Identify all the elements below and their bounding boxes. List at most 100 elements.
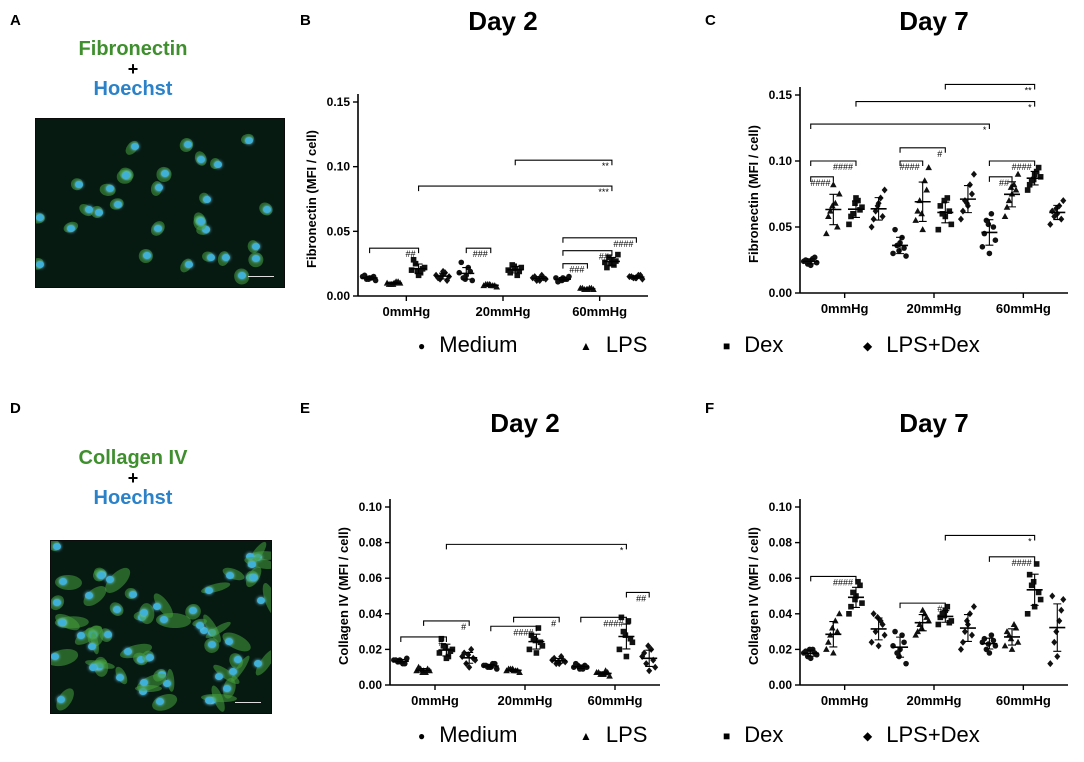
data-point-triangle — [834, 628, 841, 635]
nucleus — [57, 619, 66, 627]
x-tick-label: 60mmHg — [588, 693, 643, 708]
legend-label: LPS+Dex — [886, 332, 980, 357]
y-tick-label: 0.10 — [769, 500, 793, 514]
data-point-square — [1024, 611, 1031, 617]
data-point-diamond — [1049, 592, 1056, 600]
data-point-diamond — [1051, 638, 1058, 646]
nucleus — [139, 609, 148, 617]
data-point-circle — [890, 250, 896, 257]
sd-error-bar — [632, 275, 641, 279]
data-point-diamond — [643, 660, 650, 668]
significance-bracket — [899, 602, 946, 609]
data-point-square — [939, 211, 946, 217]
nucleus — [103, 631, 112, 639]
data-point-diamond — [970, 170, 977, 178]
data-point-square — [443, 655, 450, 662]
data-point-circle — [469, 277, 476, 284]
data-point-square — [855, 578, 861, 585]
nucleus — [52, 599, 61, 607]
legend-item-lpsdex: ◆ LPS+Dex — [863, 722, 980, 748]
data-point-triangle — [1007, 183, 1015, 190]
significance-bracket — [944, 534, 1036, 541]
sd-error-bar — [365, 275, 374, 281]
data-point-triangle — [914, 207, 921, 214]
nucleus — [51, 653, 60, 661]
data-point-diamond — [558, 653, 565, 661]
data-point-square — [848, 213, 854, 220]
data-point-diamond — [874, 202, 881, 210]
y-tick-label: 0.06 — [359, 571, 383, 585]
data-point-diamond — [1054, 653, 1061, 661]
sd-error-bar — [535, 276, 544, 281]
sd-error-bar — [576, 664, 585, 670]
significance-label: ## — [599, 252, 609, 262]
nucleus — [199, 627, 208, 635]
significance-label: #### — [810, 178, 830, 188]
nucleus — [228, 667, 237, 675]
data-point-diamond — [872, 628, 879, 636]
y-tick-label: 0.00 — [359, 678, 383, 692]
y-tick-label: 0.10 — [359, 500, 383, 514]
chart-e-day2-collagen: Day 2 Collagen IV (MFI / cell) 0.00 0.02 0.0… — [336, 408, 660, 708]
sd-error-bar — [645, 649, 654, 668]
data-point-diamond — [646, 667, 653, 675]
data-point-square — [846, 221, 852, 228]
data-point-circle — [896, 653, 902, 660]
data-point-triangle — [606, 672, 613, 679]
data-point-diamond — [968, 190, 975, 198]
data-point-triangle — [1005, 197, 1013, 204]
chart-c-day7-fibronectin: Day 7 Fibronectin (MFI / cell) 0.00 0.05 0.1… — [746, 6, 1068, 316]
data-point-circle — [397, 657, 403, 663]
data-point-triangle — [1001, 642, 1009, 649]
significance-bracket — [855, 101, 1036, 107]
nucleus — [226, 571, 235, 579]
nucleus — [115, 674, 124, 682]
data-point-square — [935, 621, 942, 628]
legend-label: LPS — [605, 332, 648, 357]
data-point-square — [852, 200, 858, 207]
legend-label: Medium — [439, 722, 518, 747]
data-point-diamond — [1047, 660, 1054, 668]
nucleus — [155, 698, 164, 706]
data-point-triangle — [1014, 170, 1022, 177]
significance-bracket — [944, 83, 1036, 90]
data-point-circle — [402, 660, 408, 667]
sd-error-bar — [622, 623, 631, 650]
nucleus — [36, 260, 44, 268]
data-point-triangle — [836, 610, 843, 617]
data-point-square — [535, 625, 542, 631]
data-point-triangle — [827, 207, 834, 214]
data-point-square — [941, 197, 948, 204]
x-tick-label: 60mmHg — [996, 693, 1051, 708]
legend-label: LPS+Dex — [886, 722, 980, 747]
data-point-triangle — [925, 164, 932, 171]
data-point-diamond — [1053, 628, 1060, 636]
significance-label: #### — [1012, 558, 1032, 568]
data-point-triangle — [1007, 635, 1015, 642]
cell-body — [79, 582, 110, 611]
data-point-triangle — [1003, 628, 1011, 635]
chart-title: Day 7 — [899, 408, 968, 438]
data-point-triangle — [1008, 645, 1016, 652]
data-point-circle — [990, 637, 997, 644]
significance-bracket — [810, 123, 990, 130]
significance-bracket — [899, 160, 924, 166]
chart-title: Day 7 — [899, 6, 968, 36]
data-point-diamond — [1058, 606, 1065, 614]
nucleus — [121, 171, 130, 179]
cell-body — [52, 610, 82, 634]
data-point-diamond — [870, 610, 877, 618]
chart-title: Day 2 — [490, 408, 559, 438]
data-point-square — [944, 603, 951, 610]
triangle-marker-icon: ▲ — [580, 729, 592, 744]
data-point-circle — [901, 639, 907, 646]
nucleus — [206, 254, 215, 262]
nucleus — [197, 218, 206, 226]
nucleus — [185, 261, 194, 268]
y-tick-label: 0.15 — [327, 95, 351, 109]
nucleus — [113, 200, 122, 208]
data-point-square — [1033, 561, 1040, 567]
significance-bracket — [514, 159, 613, 166]
data-point-triangle — [918, 624, 925, 631]
significance-label: * — [1028, 103, 1032, 113]
